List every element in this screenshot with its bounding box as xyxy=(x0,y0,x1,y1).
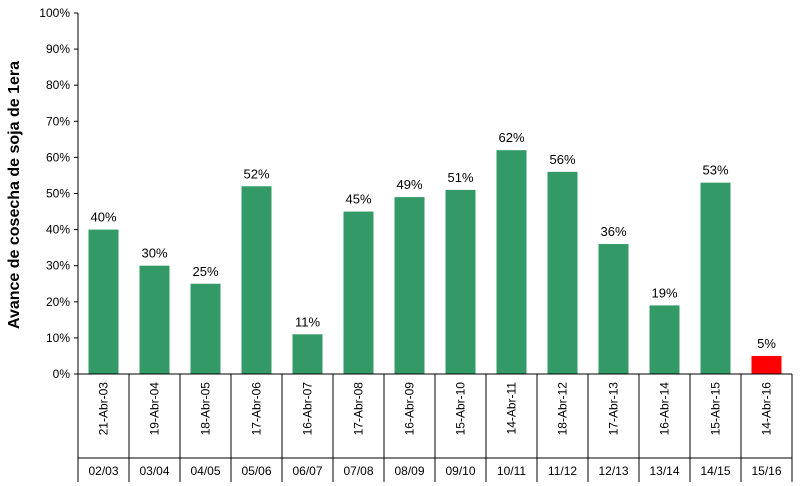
data-label: 51% xyxy=(447,170,473,185)
y-tick-label: 70% xyxy=(46,114,70,128)
y-tick-label: 10% xyxy=(46,331,70,345)
x-season-label: 09/10 xyxy=(445,464,475,478)
bar xyxy=(445,189,476,374)
bar xyxy=(241,186,272,374)
x-date-label: 16-Abr-14 xyxy=(658,382,672,436)
y-tick-label: 80% xyxy=(46,78,70,92)
data-label: 52% xyxy=(243,166,269,181)
data-label: 53% xyxy=(702,163,728,178)
bar xyxy=(292,334,323,374)
data-label: 56% xyxy=(549,152,575,167)
bar xyxy=(394,197,425,374)
x-date-label: 14-Abr-11 xyxy=(505,382,519,435)
bar xyxy=(751,355,782,374)
x-date-label: 17-Abr-13 xyxy=(607,382,621,436)
x-date-label: 15-Abr-15 xyxy=(709,382,723,436)
y-tick-label: 40% xyxy=(46,223,70,237)
data-label: 11% xyxy=(295,314,320,329)
bar xyxy=(496,150,527,374)
x-season-label: 07/08 xyxy=(343,464,373,478)
x-season-label: 02/03 xyxy=(88,464,118,478)
data-label: 40% xyxy=(90,210,116,225)
x-season-label: 03/04 xyxy=(139,464,169,478)
bar xyxy=(700,182,731,374)
y-axis: 0% 10% 20% 30% 40% 50% 60% 70% 80% 90% 100% xyxy=(39,6,79,381)
x-date-label: 21-Abr-03 xyxy=(97,382,111,436)
x-date-label: 18-Abr-05 xyxy=(199,382,213,436)
x-axis: 21-Abr-03 02/03 19-Abr-04 03/04 18-Abr-05 04/… xyxy=(77,373,793,482)
bar xyxy=(139,265,170,374)
x-season-label: 04/05 xyxy=(190,464,220,478)
data-label: 45% xyxy=(345,192,371,207)
y-tick-label: 50% xyxy=(46,187,70,201)
x-date-label: 17-Abr-08 xyxy=(352,382,366,436)
bars xyxy=(88,150,782,374)
y-tick-label: 100% xyxy=(39,6,70,20)
x-season-label: 14/15 xyxy=(700,464,730,478)
bar xyxy=(190,283,221,374)
x-season-label: 13/14 xyxy=(649,464,679,478)
x-date-label: 16-Abr-09 xyxy=(403,382,417,436)
data-label: 36% xyxy=(600,224,626,239)
data-label: 5% xyxy=(757,336,776,351)
y-tick-label: 60% xyxy=(46,150,70,164)
data-label: 30% xyxy=(141,246,167,261)
x-date-label: 18-Abr-12 xyxy=(556,382,570,436)
x-date-label: 15-Abr-10 xyxy=(454,382,468,436)
y-tick-label: 30% xyxy=(46,259,70,273)
x-date-label: 19-Abr-04 xyxy=(148,382,162,436)
y-tick-label: 20% xyxy=(46,295,70,309)
data-labels: 40% 30% 25% 52% 11% 45% 49% 51% 62% 56% 36% 19% 53% 5… xyxy=(90,130,776,351)
x-season-label: 06/07 xyxy=(292,464,322,478)
data-label: 49% xyxy=(396,177,422,192)
x-season-label: 10/11 xyxy=(497,464,526,478)
data-label: 62% xyxy=(498,130,524,145)
bar xyxy=(649,305,680,374)
x-date-label: 17-Abr-06 xyxy=(250,382,264,436)
x-date-label: 14-Abr-16 xyxy=(760,382,774,436)
x-season-label: 05/06 xyxy=(241,464,271,478)
bar xyxy=(598,244,629,374)
data-label: 25% xyxy=(192,264,218,279)
y-tick-label: 0% xyxy=(53,367,71,381)
x-date-label: 16-Abr-07 xyxy=(301,382,315,436)
y-tick-label: 90% xyxy=(46,42,70,56)
y-axis-label: Avance de cosecha de soja de 1era xyxy=(6,61,23,329)
bar xyxy=(343,211,374,374)
x-season-label: 08/09 xyxy=(394,464,424,478)
bar xyxy=(547,171,578,374)
x-season-label: 11/12 xyxy=(548,464,577,478)
data-label: 19% xyxy=(651,285,677,300)
bar xyxy=(88,229,119,374)
x-season-label: 15/16 xyxy=(751,464,781,478)
x-season-label: 12/13 xyxy=(598,464,628,478)
